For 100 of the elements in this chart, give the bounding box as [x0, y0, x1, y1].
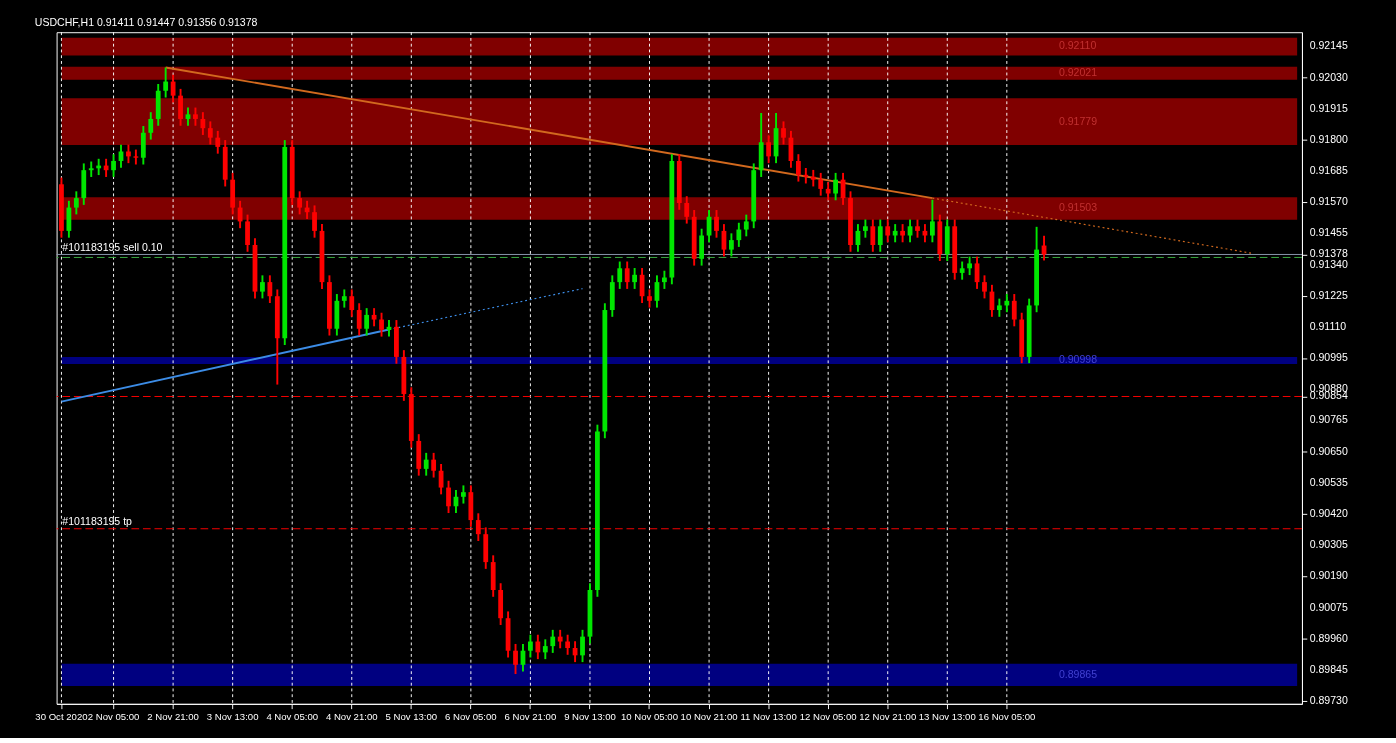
candlestick: [781, 120, 786, 146]
candlestick: [446, 479, 451, 514]
candlestick: [929, 198, 935, 244]
candlestick: [148, 111, 154, 141]
candlestick: [364, 307, 370, 337]
chart-title: USDCHF,H1 0.91411 0.91447 0.91356 0.91378: [34, 16, 258, 28]
x-tick-label: 30 Oct 2020: [35, 710, 88, 722]
candlestick: [862, 218, 868, 239]
candlestick: [870, 218, 876, 253]
x-tick-label: 12 Nov 21:00: [859, 710, 917, 722]
candlestick: [662, 269, 667, 290]
y-tick-label: 0.91685: [1309, 164, 1348, 177]
candlestick: [647, 288, 652, 309]
candlestick: [632, 267, 638, 290]
candlestick: [892, 223, 898, 244]
candlestick: [267, 274, 273, 304]
y-tick-label: 0.91915: [1309, 101, 1348, 114]
candlestick: [996, 297, 1002, 318]
candlestick: [736, 221, 742, 248]
candlestick: [379, 311, 384, 338]
candlestick: [111, 153, 116, 178]
candlestick: [900, 223, 906, 244]
x-tick-label: 10 Nov 05:00: [621, 710, 679, 722]
candlestick: [207, 120, 213, 146]
y-tick-label: 0.91225: [1309, 288, 1348, 301]
candlestick: [624, 260, 630, 290]
candlestick: [907, 218, 913, 244]
y-tick-label: 0.89960: [1309, 631, 1348, 644]
candlestick: [915, 218, 920, 239]
ref-line-label: #101183195 tp: [62, 514, 133, 527]
y-tick-label: 0.91800: [1309, 132, 1348, 145]
candlestick: [967, 255, 972, 277]
y-tick-label: 0.92145: [1309, 39, 1348, 52]
x-tick-label: 6 Nov 21:00: [504, 710, 557, 722]
y-tick-label: 0.91340: [1309, 257, 1348, 270]
y-tick-label: 0.90535: [1309, 475, 1348, 488]
candlestick: [982, 274, 987, 300]
x-tick-label: 6 Nov 05:00: [445, 710, 497, 722]
candlestick: [356, 302, 362, 337]
candlestick: [795, 153, 801, 183]
candlestick: [542, 638, 548, 661]
band-label: 0.92021: [1058, 66, 1098, 79]
band-label: 0.90998: [1058, 353, 1098, 366]
candlestick: [1011, 293, 1017, 328]
candlestick: [312, 204, 317, 239]
x-tick-label: 16 Nov 05:00: [978, 710, 1036, 722]
band-label: 0.91503: [1058, 201, 1098, 214]
x-tick-label: 2 Nov 05:00: [87, 710, 140, 722]
y-tick-label: 0.89730: [1309, 694, 1348, 707]
candlestick: [185, 106, 191, 127]
band-label: 0.92110: [1058, 39, 1097, 52]
candlestick: [528, 633, 533, 659]
candlestick: [580, 628, 585, 664]
x-tick-label: 4 Nov 21:00: [325, 710, 378, 722]
candlestick: [535, 633, 541, 661]
y-tick-label: 0.91110: [1309, 319, 1347, 332]
y-tick-label: 0.90995: [1309, 351, 1348, 364]
candlestick: [959, 260, 965, 281]
ref-line-label: #101183195 sell 0.10: [62, 240, 163, 253]
candlestick: [714, 209, 719, 239]
band-label: 0.91779: [1058, 114, 1098, 127]
candlestick: [825, 181, 831, 202]
candlestick: [729, 232, 734, 258]
y-tick-label: 0.91378: [1309, 247, 1348, 260]
candlestick: [885, 218, 891, 244]
candlestick: [371, 307, 377, 328]
y-tick-label: 0.92030: [1309, 70, 1348, 83]
candlestick: [557, 628, 563, 650]
band-label: 0.89865: [1058, 667, 1098, 680]
candlestick: [215, 129, 221, 155]
candlestick: [431, 451, 437, 479]
y-tick-label: 0.89845: [1309, 662, 1348, 675]
candlestick: [193, 106, 198, 127]
candlestick: [178, 87, 183, 127]
candlestick: [341, 288, 347, 309]
candlestick: [565, 633, 571, 656]
candlestick: [699, 227, 705, 267]
candlestick: [1004, 293, 1010, 314]
x-tick-label: 4 Nov 05:00: [266, 710, 319, 722]
candlestick: [877, 218, 883, 253]
x-tick-label: 3 Nov 13:00: [206, 710, 259, 722]
x-tick-label: 11 Nov 13:00: [740, 710, 797, 722]
candlestick: [245, 213, 250, 253]
y-tick-label: 0.90765: [1309, 413, 1348, 426]
candlestick: [163, 66, 169, 99]
x-tick-label: 9 Nov 13:00: [564, 710, 616, 722]
y-tick-label: 0.91455: [1309, 226, 1348, 239]
candlestick: [103, 157, 109, 178]
x-tick-label: 13 Nov 13:00: [918, 710, 976, 722]
candlestick: [818, 171, 824, 197]
candlestick: [200, 111, 206, 136]
candlestick: [349, 288, 355, 318]
y-tick-label: 0.90075: [1309, 600, 1348, 613]
x-tick-label: 10 Nov 21:00: [680, 710, 738, 722]
candlestick: [461, 484, 466, 505]
candlestick: [260, 274, 265, 300]
candlestick: [170, 73, 176, 104]
y-tick-label: 0.91570: [1309, 195, 1348, 208]
candlestick: [550, 628, 556, 654]
x-tick-label: 12 Nov 05:00: [799, 710, 857, 722]
